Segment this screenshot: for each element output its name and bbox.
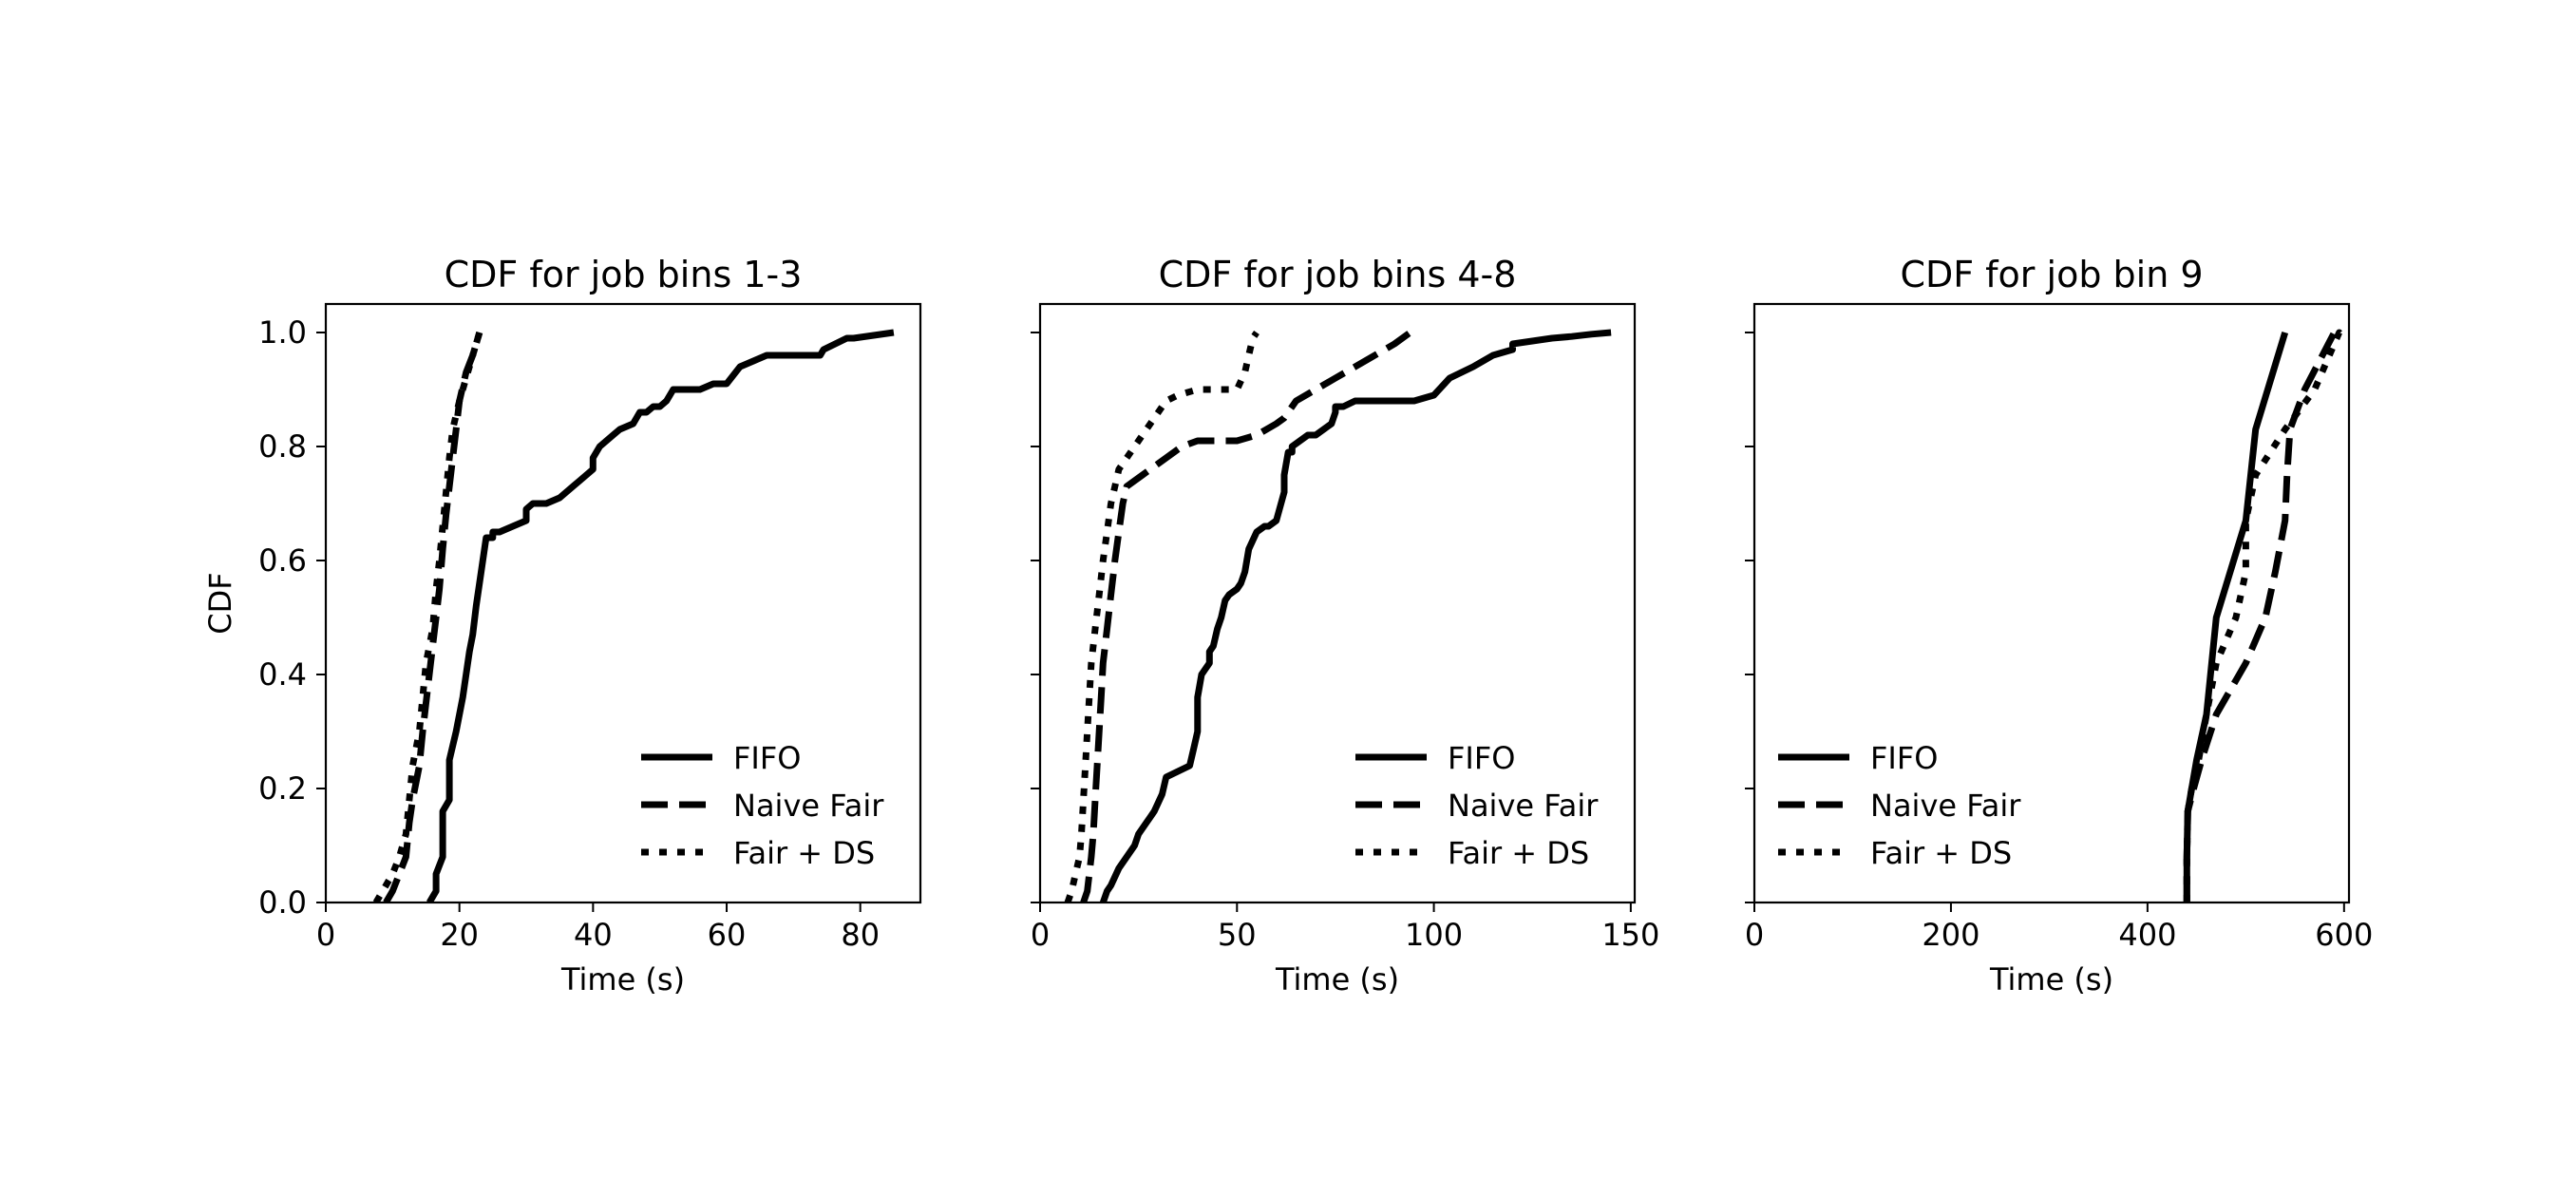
legend-label-fair-ds: Fair + DS [733, 835, 875, 871]
chart-title: CDF for job bins 4-8 [1159, 254, 1517, 295]
legend-label-fifo: FIFO [733, 740, 801, 776]
subplot-bins-4-8: CDF for job bins 4-8 0 50 100 150 Time (s) FIF… [1031, 254, 1660, 998]
x-tick-label: 0 [1745, 917, 1764, 953]
series-line-fair-ds [2183, 329, 2347, 902]
legend: FIFO Naive Fair Fair + DS [641, 740, 884, 871]
series-line-fair-ds [1064, 331, 1260, 902]
series-line-fair-ds [372, 332, 483, 902]
x-tick-label: 50 [1218, 917, 1257, 953]
series-line-fifo [1099, 329, 1612, 902]
subplot-bin-9: CDF for job bin 9 0 200 400 600 Time (s) FIFO N… [1745, 254, 2374, 998]
x-tick-label: 40 [574, 917, 613, 953]
x-tick-label: 0 [316, 917, 335, 953]
legend-label-fair-ds: Fair + DS [1870, 835, 2012, 871]
y-tick-label: 0.6 [258, 542, 307, 579]
x-tick-label: 150 [1601, 917, 1659, 953]
plot-frame [1752, 302, 2351, 904]
x-tick-label: 200 [1922, 917, 1979, 953]
y-tick-label: 0.8 [258, 428, 307, 465]
x-tick-label: 600 [2315, 917, 2373, 953]
series-group [1064, 329, 1612, 902]
legend-label-fifo: FIFO [1448, 740, 1515, 776]
plot-frame [1038, 302, 1637, 904]
x-tick-label: 80 [841, 917, 880, 953]
y-axis-label: CDF [202, 572, 238, 634]
legend: FIFO Naive Fair Fair + DS [1355, 740, 1599, 871]
x-tick-label: 400 [2118, 917, 2176, 953]
legend-label-fifo: FIFO [1870, 740, 1938, 776]
series-group [372, 329, 895, 902]
y-tick-label: 1.0 [258, 314, 307, 351]
chart-title: CDF for job bin 9 [1900, 254, 2203, 295]
plot-frame [324, 302, 922, 904]
x-axis-label: Time (s) [560, 961, 685, 998]
x-tick-label: 20 [440, 917, 479, 953]
x-tick-label: 60 [708, 917, 747, 953]
chart-title: CDF for job bins 1-3 [445, 254, 803, 295]
subplot-bins-1-3: CDF for job bins 1-3 0 20 40 60 80 0.0 0.2 0.4 0.… [202, 254, 922, 998]
legend-label-naive-fair: Naive Fair [733, 788, 884, 824]
legend: FIFO Naive Fair Fair + DS [1778, 740, 2021, 871]
legend-label-fair-ds: Fair + DS [1448, 835, 1589, 871]
y-tick-label: 0.0 [258, 884, 307, 921]
x-tick-label: 100 [1405, 917, 1463, 953]
y-tick-label: 0.2 [258, 770, 307, 807]
y-tick-label: 0.4 [258, 656, 307, 693]
x-tick-label: 0 [1031, 917, 1050, 953]
series-group [2183, 329, 2347, 902]
legend-label-naive-fair: Naive Fair [1448, 788, 1599, 824]
series-line-naive-fair [1080, 330, 1412, 902]
series-line-fifo [426, 329, 895, 902]
legend-label-naive-fair: Naive Fair [1870, 788, 2021, 824]
x-axis-label: Time (s) [1275, 961, 1399, 998]
x-axis-label: Time (s) [1989, 961, 2113, 998]
